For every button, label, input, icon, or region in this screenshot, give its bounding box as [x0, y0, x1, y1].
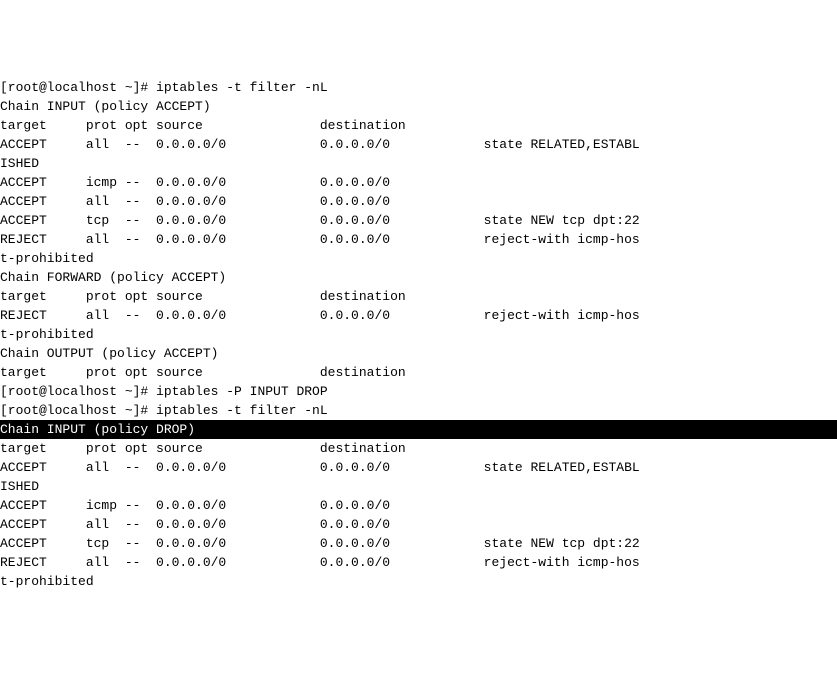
- terminal-line: t-prohibited: [0, 325, 837, 344]
- terminal-line: REJECT all -- 0.0.0.0/0 0.0.0.0/0 reject…: [0, 230, 837, 249]
- terminal-line: ACCEPT tcp -- 0.0.0.0/0 0.0.0.0/0 state …: [0, 534, 837, 553]
- terminal-line-highlighted: Chain INPUT (policy DROP): [0, 420, 837, 439]
- terminal-line: ISHED: [0, 154, 837, 173]
- terminal-line: ISHED: [0, 477, 837, 496]
- terminal-line: ACCEPT all -- 0.0.0.0/0 0.0.0.0/0 state …: [0, 135, 837, 154]
- terminal-line: Chain INPUT (policy ACCEPT): [0, 97, 837, 116]
- terminal-line: Chain FORWARD (policy ACCEPT): [0, 268, 837, 287]
- terminal-line: target prot opt source destination: [0, 363, 837, 382]
- terminal-output: [root@localhost ~]# iptables -t filter -…: [0, 78, 837, 591]
- terminal-line: [root@localhost ~]# iptables -P INPUT DR…: [0, 382, 837, 401]
- terminal-line: Chain OUTPUT (policy ACCEPT): [0, 344, 837, 363]
- terminal-line: REJECT all -- 0.0.0.0/0 0.0.0.0/0 reject…: [0, 553, 837, 572]
- terminal-line: ACCEPT all -- 0.0.0.0/0 0.0.0.0/0: [0, 192, 837, 211]
- terminal-line: t-prohibited: [0, 249, 837, 268]
- terminal-line: ACCEPT all -- 0.0.0.0/0 0.0.0.0/0: [0, 515, 837, 534]
- terminal-line: ACCEPT tcp -- 0.0.0.0/0 0.0.0.0/0 state …: [0, 211, 837, 230]
- terminal-line: REJECT all -- 0.0.0.0/0 0.0.0.0/0 reject…: [0, 306, 837, 325]
- terminal-line: ACCEPT all -- 0.0.0.0/0 0.0.0.0/0 state …: [0, 458, 837, 477]
- terminal-line: target prot opt source destination: [0, 287, 837, 306]
- terminal-line: ACCEPT icmp -- 0.0.0.0/0 0.0.0.0/0: [0, 173, 837, 192]
- terminal-line: ACCEPT icmp -- 0.0.0.0/0 0.0.0.0/0: [0, 496, 837, 515]
- terminal-line: t-prohibited: [0, 572, 837, 591]
- terminal-line: target prot opt source destination: [0, 439, 837, 458]
- terminal-line: target prot opt source destination: [0, 116, 837, 135]
- terminal-line: [root@localhost ~]# iptables -t filter -…: [0, 401, 837, 420]
- terminal-line: [root@localhost ~]# iptables -t filter -…: [0, 78, 837, 97]
